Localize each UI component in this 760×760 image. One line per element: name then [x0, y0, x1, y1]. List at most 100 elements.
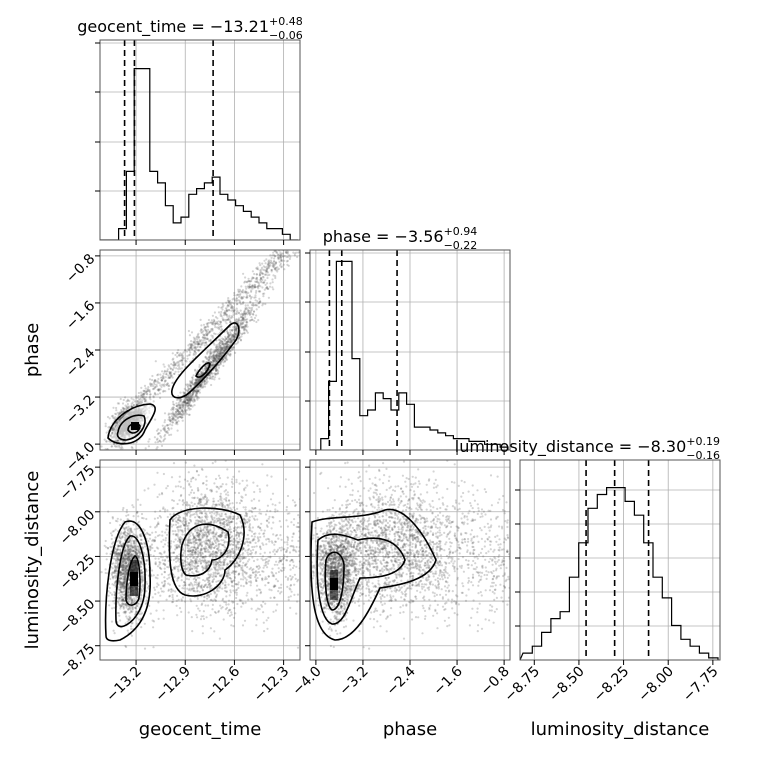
sample-point [203, 334, 206, 337]
sample-point [273, 260, 276, 263]
sample-point [152, 395, 155, 398]
sample-point [199, 383, 202, 386]
sample-point [259, 274, 262, 277]
sample-point [193, 345, 196, 348]
sample-point [189, 343, 192, 346]
sample-point [183, 400, 186, 403]
sample-point [195, 346, 198, 349]
sample-point [239, 313, 242, 316]
sample-point [216, 350, 219, 353]
sample-point [185, 398, 188, 401]
sample-point [255, 267, 258, 270]
sample-point [217, 311, 221, 314]
sample-point [160, 385, 163, 388]
sample-point [223, 345, 226, 348]
sample-point [121, 582, 124, 585]
sample-point [167, 412, 170, 415]
sample-point [286, 252, 289, 255]
sample-point [170, 408, 173, 411]
sample-point [179, 413, 182, 416]
sample-point [107, 510, 110, 513]
sample-point [250, 290, 253, 293]
sample-point [119, 417, 122, 420]
sample-point [269, 262, 272, 265]
sample-point [218, 326, 221, 329]
sample-point [240, 319, 243, 322]
sample-point [157, 428, 160, 431]
sample-point [156, 381, 159, 384]
sample-point [130, 397, 133, 400]
sample-point [203, 341, 206, 344]
sample-point [245, 324, 248, 327]
sample-point [225, 337, 228, 341]
sample-point [121, 447, 124, 450]
sample-point [226, 304, 229, 307]
sample-point [197, 380, 200, 383]
sample-point [232, 346, 235, 349]
sample-point [144, 447, 147, 450]
sample-point [186, 398, 189, 401]
sample-point [257, 287, 260, 290]
sample-point [242, 312, 245, 315]
sample-point [180, 416, 183, 419]
sample-point [219, 347, 222, 350]
sample-point [172, 416, 175, 419]
sample-point [219, 362, 222, 365]
sample-point [255, 280, 258, 283]
sample-point [209, 352, 212, 355]
sample-point [181, 414, 184, 417]
density-peak [131, 422, 139, 430]
sample-point [270, 256, 273, 259]
sample-point [219, 353, 222, 356]
sample-point [218, 344, 221, 347]
sample-point [224, 339, 227, 342]
sample-point [255, 277, 258, 280]
sample-point [274, 254, 277, 258]
sample-point [167, 388, 170, 391]
sample-point [180, 416, 183, 419]
sample-point [122, 563, 125, 566]
sample-point [113, 425, 117, 428]
sample-point [240, 335, 243, 338]
sample-point [216, 358, 219, 361]
sample-point [205, 334, 209, 337]
sample-point [232, 337, 235, 340]
sample-point [217, 357, 220, 360]
sample-point [117, 414, 120, 417]
sample-point [264, 302, 267, 306]
sample-point [235, 303, 238, 306]
sample-point [240, 322, 243, 325]
sample-point [111, 428, 114, 431]
sample-point [231, 348, 234, 351]
sample-point [126, 596, 130, 600]
sample-point [179, 410, 182, 413]
sample-point [181, 412, 184, 415]
sample-point [190, 381, 194, 385]
sample-point [118, 534, 121, 537]
sample-point [209, 352, 213, 355]
sample-point [240, 319, 243, 322]
sample-point [181, 410, 184, 413]
sample-point [125, 550, 128, 553]
sample-point [226, 305, 229, 308]
sample-point [118, 592, 121, 595]
sample-point [174, 422, 177, 425]
sample-point [130, 627, 133, 631]
sample-point [263, 292, 266, 295]
sample-point [256, 285, 259, 289]
sample-point [243, 309, 246, 313]
sample-point [241, 316, 244, 319]
sample-point [194, 369, 197, 372]
sample-point [258, 273, 261, 276]
sample-point [147, 388, 150, 391]
sample-point [171, 421, 175, 424]
sample-point [262, 302, 265, 305]
sample-point [246, 325, 249, 328]
sample-point [223, 311, 226, 314]
sample-point [241, 302, 244, 305]
sample-point [124, 566, 127, 569]
sample-point [215, 353, 218, 356]
sample-point [221, 341, 224, 344]
sample-point [137, 555, 140, 558]
sample-point [225, 341, 228, 344]
